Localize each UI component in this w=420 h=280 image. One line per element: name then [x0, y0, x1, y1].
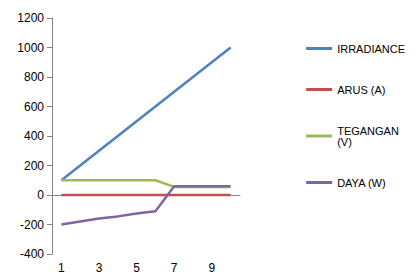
svg-text:3: 3 [96, 261, 103, 275]
svg-text:1: 1 [58, 261, 65, 275]
svg-text:-200: -200 [20, 218, 44, 232]
svg-text:400: 400 [24, 129, 44, 143]
svg-text:200: 200 [24, 159, 44, 173]
svg-text:5: 5 [133, 261, 140, 275]
svg-text:TEGANGAN: TEGANGAN [337, 124, 402, 137]
svg-text:DAYA (W): DAYA (W) [337, 177, 385, 189]
svg-text:1200: 1200 [17, 11, 44, 25]
svg-text:7: 7 [171, 261, 178, 275]
svg-text:600: 600 [24, 100, 44, 114]
svg-text:9: 9 [208, 261, 215, 275]
svg-text:(V): (V) [337, 136, 352, 148]
svg-text:800: 800 [24, 70, 44, 84]
svg-text:IRRADIANCE: IRRADIANCE [337, 43, 405, 55]
svg-text:ARUS (A): ARUS (A) [337, 84, 385, 96]
svg-text:1000: 1000 [17, 41, 44, 55]
svg-text:-400: -400 [20, 247, 44, 261]
svg-text:0: 0 [37, 188, 44, 202]
